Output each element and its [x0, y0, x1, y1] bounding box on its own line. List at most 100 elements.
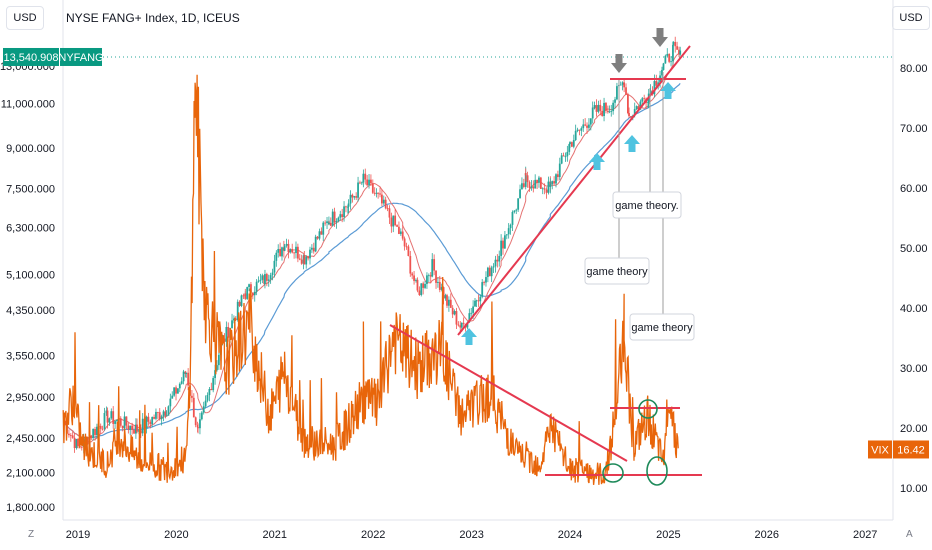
- candle-body: [145, 416, 148, 429]
- candle-body: [202, 406, 205, 413]
- candle-body: [438, 281, 441, 290]
- candle-body: [498, 255, 501, 262]
- candle-body: [375, 192, 378, 194]
- candle-body: [474, 300, 476, 307]
- candle-body: [528, 182, 531, 188]
- candle-body: [392, 215, 395, 227]
- auto-scale-toggle[interactable]: A: [906, 529, 913, 540]
- candle-body: [655, 81, 658, 86]
- candle-body: [238, 301, 241, 306]
- candle-body: [627, 94, 629, 114]
- candle-body: [524, 173, 527, 176]
- vix-value-badge: 16.42: [897, 444, 925, 456]
- candle-body: [457, 324, 460, 326]
- symbol-badge-bg: [60, 47, 102, 66]
- left-tick-label: 9,000.000: [6, 143, 55, 155]
- candle-body: [664, 55, 667, 64]
- candle-body: [614, 99, 616, 103]
- candle-body: [180, 381, 183, 384]
- candle-body: [588, 124, 590, 128]
- symbol-badge-label: NYFANG: [58, 52, 103, 64]
- candle-body: [177, 388, 179, 394]
- candle-body: [401, 234, 404, 239]
- candle-body: [605, 102, 607, 111]
- candle-body: [307, 256, 310, 259]
- candle-body: [187, 372, 190, 386]
- currency-button-right[interactable]: USD: [892, 6, 930, 30]
- chart-title: NYSE FANG+ Index, 1D, ICEUS: [66, 11, 240, 25]
- candle-body: [131, 425, 134, 430]
- annotation-label-1: game theory.: [615, 200, 678, 212]
- candle-body: [359, 182, 361, 184]
- candle-body: [641, 98, 644, 102]
- right-tick-label: 70.00: [900, 123, 928, 135]
- candle-body: [234, 318, 237, 320]
- candle-body: [296, 246, 299, 259]
- right-tick-label: 20.00: [900, 423, 928, 435]
- candle-body: [630, 116, 632, 117]
- price-badge-value: 13,540.908: [3, 52, 58, 64]
- candle-body: [255, 281, 258, 292]
- log-scale-toggle[interactable]: Z: [28, 529, 35, 540]
- candle-body: [603, 102, 605, 117]
- x-axis-ticks: 2019 2020 2021 2022 2023 2024 2025 2026 2027: [66, 529, 878, 541]
- candle-body: [206, 395, 209, 401]
- candle-body: [558, 163, 561, 178]
- candle-body: [275, 252, 278, 261]
- candle-body: [496, 259, 499, 262]
- candle-body: [119, 418, 122, 426]
- candle-body: [127, 425, 130, 430]
- candle-body: [502, 240, 504, 249]
- candle-body: [360, 182, 363, 184]
- candle-body: [678, 49, 680, 55]
- candle-body: [460, 322, 463, 328]
- ma-slow-path: [62, 83, 681, 439]
- candle-body: [171, 395, 174, 399]
- currency-button-left[interactable]: USD: [6, 6, 44, 30]
- candle-body: [310, 247, 313, 250]
- candle-body: [351, 194, 354, 198]
- candle-body: [305, 256, 308, 265]
- candle-body: [666, 53, 669, 56]
- circle-marker: [646, 456, 668, 486]
- candle-body: [483, 282, 485, 283]
- circle-marker: [638, 399, 658, 419]
- candle-body: [521, 183, 523, 190]
- annotation-label-1-box: [612, 191, 682, 219]
- candle-body: [532, 186, 535, 189]
- candle-body: [121, 425, 124, 429]
- x-tick-label: 2023: [459, 529, 483, 541]
- candle-body: [628, 113, 630, 117]
- candle-body: [433, 259, 436, 271]
- circle-marker: [602, 463, 624, 483]
- candle-body: [169, 398, 172, 407]
- candle-body: [261, 275, 264, 280]
- candle-body: [370, 179, 372, 184]
- candle-body: [139, 430, 142, 434]
- candle-body: [584, 124, 587, 126]
- candle-body: [155, 411, 157, 419]
- candle-body: [101, 428, 104, 430]
- candle-body: [409, 256, 412, 274]
- candle-body: [149, 421, 152, 425]
- candle-body: [212, 378, 215, 391]
- candle-body: [420, 283, 423, 295]
- candle-body: [505, 234, 508, 236]
- candle-body: [576, 129, 579, 131]
- candle-body: [68, 433, 70, 436]
- candle-body: [191, 395, 193, 398]
- left-tick-label: 6,300.000: [6, 223, 55, 235]
- right-tick-label: 60.00: [900, 183, 928, 195]
- candle-body: [403, 238, 406, 247]
- candle-body: [494, 259, 497, 267]
- candle-body: [343, 206, 345, 217]
- candle-body: [396, 225, 398, 227]
- candle-body: [637, 106, 640, 110]
- candle-body: [623, 82, 626, 88]
- candle-body: [578, 129, 581, 131]
- candle-body: [250, 284, 252, 293]
- candle-body: [92, 428, 95, 438]
- candle-body: [251, 292, 254, 296]
- right-tick-label: 50.00: [900, 243, 928, 255]
